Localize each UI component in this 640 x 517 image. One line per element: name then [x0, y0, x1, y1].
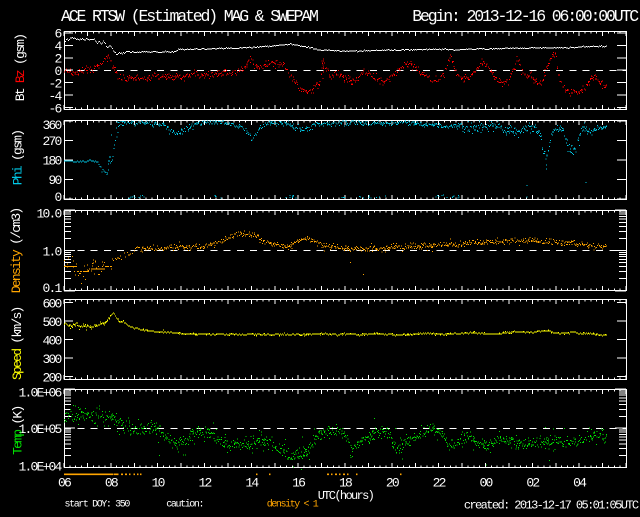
svg-text:270: 270 [42, 134, 61, 149]
svg-text:Phi (gsm): Phi (gsm) [10, 131, 25, 185]
svg-text:22: 22 [433, 476, 446, 491]
svg-text:Temp (K): Temp (K) [10, 406, 25, 454]
svg-text:1.0E+06: 1.0E+06 [18, 385, 61, 400]
svg-text:Bt Bz (gsm): Bt Bz (gsm) [13, 35, 28, 102]
svg-text:06: 06 [58, 476, 71, 491]
svg-text:Speed (km/s): Speed (km/s) [10, 307, 25, 380]
svg-text:18: 18 [339, 476, 352, 491]
svg-text:10.0: 10.0 [36, 206, 61, 221]
svg-text:1.0E+05: 1.0E+05 [18, 422, 61, 437]
svg-text:400: 400 [42, 333, 61, 348]
svg-text:2: 2 [54, 52, 61, 67]
svg-text:Begin: 2013-12-16 06:00:00UTC: Begin: 2013-12-16 06:00:00UTC [412, 7, 639, 26]
svg-text:6: 6 [54, 27, 61, 42]
svg-text:14: 14 [245, 476, 259, 491]
svg-text:ACE RTSW (Estimated) MAG & SWE: ACE RTSW (Estimated) MAG & SWEPAM [61, 7, 318, 26]
svg-text:1.0: 1.0 [42, 244, 61, 259]
svg-text:20: 20 [386, 476, 399, 491]
svg-text:0: 0 [54, 64, 61, 79]
svg-text:-2: -2 [48, 77, 61, 92]
svg-text:200: 200 [42, 370, 61, 385]
svg-text:10: 10 [152, 476, 165, 491]
svg-text:500: 500 [42, 315, 61, 330]
svg-text:1.0E+04: 1.0E+04 [18, 459, 62, 474]
svg-text:12: 12 [198, 476, 211, 491]
svg-text:16: 16 [292, 476, 305, 491]
svg-text:UTC(hours): UTC(hours) [318, 489, 374, 503]
svg-text:02: 02 [526, 476, 539, 491]
svg-text:04: 04 [573, 476, 587, 491]
svg-text:caution:: caution: [166, 499, 203, 511]
svg-text:density < 1: density < 1 [267, 499, 319, 511]
svg-text:created: 2013-12-17 05:01:05UT: created: 2013-12-17 05:01:05UTC [464, 498, 639, 512]
svg-text:600: 600 [42, 296, 61, 311]
svg-text:360: 360 [42, 118, 61, 133]
svg-text:300: 300 [42, 352, 61, 367]
svg-text:-6: -6 [48, 101, 61, 116]
svg-text:00: 00 [479, 476, 492, 491]
svg-text:4: 4 [54, 39, 62, 54]
svg-text:0.1: 0.1 [42, 281, 62, 296]
svg-text:Density (/cm3): Density (/cm3) [8, 209, 23, 294]
svg-text:start DOY: 350: start DOY: 350 [65, 500, 131, 511]
svg-text:0: 0 [54, 190, 61, 205]
svg-text:180: 180 [42, 154, 61, 169]
svg-text:08: 08 [105, 476, 118, 491]
svg-text:90: 90 [48, 173, 61, 188]
svg-text:-4: -4 [48, 89, 62, 104]
